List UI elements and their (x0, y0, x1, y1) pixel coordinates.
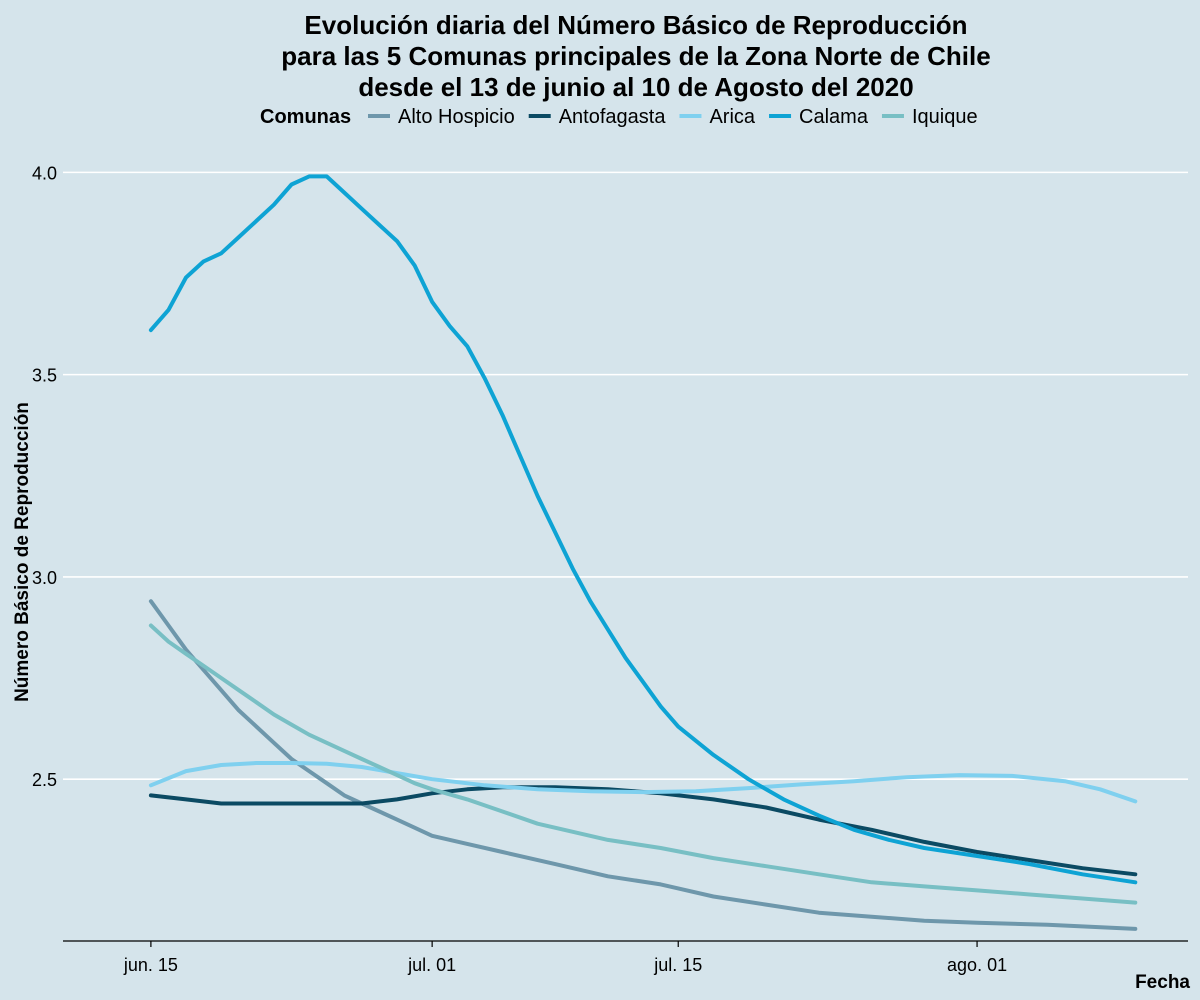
legend-item: Calama (769, 106, 869, 128)
title-line-1: Evolución diaria del Número Básico de Re… (304, 10, 967, 40)
x-tick-label: jul. 15 (653, 955, 702, 975)
legend-item: Alto Hospicio (368, 106, 515, 128)
series-line-arica (148, 761, 1138, 804)
chart-title: Evolución diaria del Número Básico de Re… (281, 10, 990, 102)
legend-label: Arica (709, 106, 755, 128)
y-tick-label: 3.5 (32, 366, 57, 386)
series-line-antofagasta (148, 785, 1138, 877)
title-line-3: desde el 13 de junio al 10 de Agosto del… (358, 72, 913, 102)
y-axis-label: Número Básico de Reproducción (12, 402, 33, 702)
y-tick-label: 4.0 (32, 163, 57, 183)
x-axis-ticks: jun. 15 jul. 01 jul. 15 ago. 01 (123, 941, 1007, 975)
legend-item: Arica (679, 106, 756, 128)
legend-item: Iquique (881, 106, 978, 128)
legend-label: Antofagasta (559, 106, 667, 128)
series-line-calama (148, 174, 1138, 885)
legend-label: Iquique (912, 106, 978, 128)
x-axis-label: Fecha (1135, 972, 1190, 993)
x-tick-label: jun. 15 (123, 955, 178, 975)
y-tick-label: 3.0 (32, 568, 57, 588)
x-tick-label: ago. 01 (947, 955, 1007, 975)
legend-label: Alto Hospicio (398, 106, 515, 128)
legend-title: Comunas (260, 106, 351, 128)
legend-label: Calama (799, 106, 869, 128)
series-line-alto-hospicio (148, 599, 1138, 931)
gridlines (63, 171, 1188, 780)
legend: Comunas Alto Hospicio Antofagasta Arica Cala… (260, 106, 978, 128)
legend-item: Antofagasta (528, 106, 667, 128)
series-lines (148, 174, 1138, 931)
x-tick-label: jul. 01 (407, 955, 456, 975)
series-line-iquique (148, 623, 1138, 905)
y-tick-label: 2.5 (32, 770, 57, 790)
y-axis-ticks: 2.5 3.0 3.5 4.0 (32, 163, 57, 790)
title-line-2: para las 5 Comunas principales de la Zon… (281, 41, 990, 71)
